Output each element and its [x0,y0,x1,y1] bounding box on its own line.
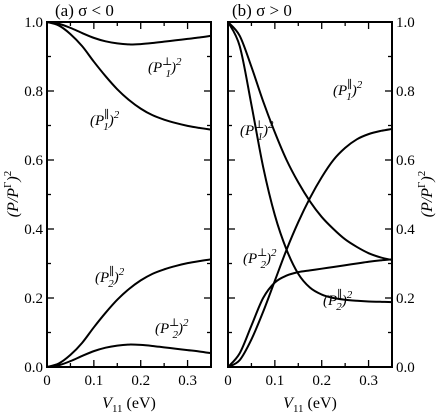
label-a-P1par: (P∥ 1)2 [90,108,120,133]
series-line-a-1 [46,21,212,131]
ytick-label: 0.2 [24,291,43,307]
ytick-label: 0.6 [24,153,43,169]
xtick-label: 0.3 [178,373,197,389]
label-a-P2perp: (P⊥ 2)2 [155,317,189,341]
label-b-P1perp: (P⊥ 1)2 [240,119,274,143]
series-line-a-3 [46,343,212,368]
panel-b-curves [227,21,393,368]
label-a-P2par: (P∥ 2)2 [95,265,125,290]
panel-a-series-labels: (P⊥ 1)2 (P∥ 1)2 (P∥ 2)2 (P⊥ 2)2 [90,56,189,341]
label-b-P2par: (P∥ 2)2 [323,288,353,313]
label-b-P2perp: (P⊥ 2)2 [243,247,277,271]
panel-b-frame [227,21,393,368]
ytick-label: 1.0 [24,15,43,31]
xtick-label: 0 [43,373,51,389]
xtick-label: 0.2 [312,373,331,389]
xtick-label: 0.1 [265,373,284,389]
series-line-a-2 [46,258,212,368]
ytick-label: 0.2 [396,291,415,307]
panel-b: (b) σ > 0 0.0 0.2 0.4 0.6 0.8 1.0 0 0.1 0.2 0.3 (… [224,1,415,389]
series-line-a-0 [46,21,212,46]
label-a-P1perp: (P⊥ 1)2 [148,56,182,80]
y-axis-label-right: (P/PΓ)2 [416,171,436,218]
ytick-label: 0.4 [24,222,43,238]
ytick-label: 1.0 [396,15,415,31]
panel-a: (a) σ < 0 0.0 0.2 0.4 0.6 0.8 1.0 0 0.1 0.2 0.3 (… [24,1,212,389]
ytick-label: 0.6 [396,153,415,169]
ytick-label: 0.8 [24,84,43,100]
x-axis-label-b: V11 (eV) [283,395,337,413]
series-line-b-0 [227,21,393,262]
ytick-label: 0.0 [396,360,415,376]
panel-a-curves [46,21,212,368]
y-axis-label-left: (P/PΓ)2 [2,171,22,218]
xtick-label: 0 [224,373,232,389]
xtick-label: 0.1 [84,373,103,389]
xtick-label: 0.3 [359,373,378,389]
panel-b-title: (b) σ > 0 [232,1,292,20]
ytick-label: 0.0 [24,360,43,376]
panel-a-ticks: 0.0 0.2 0.4 0.6 0.8 1.0 0 0.1 0.2 0.3 [24,15,211,389]
series-line-b-2 [227,127,393,368]
xtick-label: 0.2 [131,373,150,389]
panel-a-frame [46,21,212,368]
x-axis-label-a: V11 (eV) [102,395,156,413]
panel-a-title: (a) σ < 0 [55,1,114,20]
ytick-label: 0.4 [396,222,415,238]
series-line-b-3 [227,258,393,368]
label-b-P1par: (P∥ 1)2 [333,78,363,103]
series-line-b-1 [227,21,393,304]
panel-b-ticks: 0.0 0.2 0.4 0.6 0.8 1.0 0 0.1 0.2 0.3 [224,15,415,389]
ytick-label: 0.8 [396,84,415,100]
